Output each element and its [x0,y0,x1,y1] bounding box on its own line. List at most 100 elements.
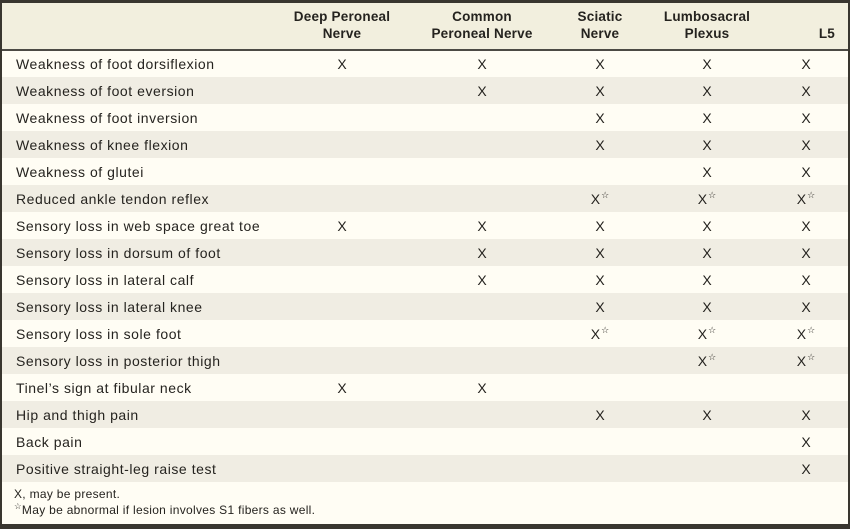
mark-cell: X [477,244,487,261]
mark-cell: X [477,56,487,72]
mark-cell: X [477,217,487,234]
mark-cell: X [801,56,811,72]
mark-cell [650,428,764,455]
mark-cell [270,320,414,347]
table-row: Sensory loss in lateral knee X X X [2,293,848,320]
footnote-marker-icon: ☆ [807,189,816,200]
mark-cell: X [595,298,605,315]
footnote-marker-icon: ☆ [708,351,717,362]
table-row: Reduced ankle tendon reflex X☆ X☆ X☆ [2,185,848,212]
mark-cell: X [595,406,605,423]
table-row: Tinel’s sign at fibular neck X X [2,374,848,401]
mark-cell [414,185,550,212]
row-label: Weakness of foot eversion [16,82,195,99]
mark-cell [270,347,414,374]
row-label: Weakness of foot inversion [16,109,199,126]
footnote-line-star: ☆May be abnormal if lesion involves S1 f… [14,500,848,519]
mark-cell: X [595,244,605,261]
mark-cell [270,185,414,212]
mark-cell [270,455,414,482]
row-label: Sensory loss in posterior thigh [16,352,221,369]
mark-cell: X☆ [697,351,717,369]
mark-cell: X☆ [796,351,816,369]
mark-cell: X [702,136,712,153]
column-header-line1: Common [452,9,512,25]
mark-cell: X [702,217,712,234]
mark-cell: X☆ [697,324,717,342]
table-body: Weakness of foot dorsiflexion X X X X X Weakne… [2,50,848,482]
footnote-text: May be abnormal if lesion involves S1 fi… [21,502,316,517]
mark-cell: X [702,298,712,315]
column-header-line2: Plexus [684,26,730,42]
footnote-marker-icon: ☆ [601,189,610,200]
mark-cell [550,158,650,185]
mark-cell [650,455,764,482]
mark-cell [550,374,650,401]
mark-cell: X [595,109,605,126]
mark-cell [270,131,414,158]
footnote-marker-icon: ☆ [807,351,816,362]
mark-cell: X [477,379,487,396]
mark-cell: X [801,136,811,153]
mark-cell [414,428,550,455]
mark-cell [270,428,414,455]
mark-cell: X☆ [796,189,816,207]
mark-cell [270,77,414,104]
column-header-common-peroneal-nerve: Common Peroneal Nerve [414,3,550,51]
table-row: Sensory loss in lateral calf X X X X [2,266,848,293]
mark-cell: X [702,244,712,261]
table-row: Weakness of foot dorsiflexion X X X X X [2,50,848,77]
mark-cell: X☆ [796,324,816,342]
mark-cell [414,293,550,320]
row-label: Weakness of glutei [16,163,144,180]
footnote-marker-icon: ☆ [601,324,610,335]
row-label: Sensory loss in lateral knee [16,298,203,315]
table-row: Back pain X [2,428,848,455]
column-header-line2: Nerve [580,26,620,42]
mark-cell: X [337,379,347,396]
table-row: Positive straight-leg raise test X [2,455,848,482]
column-header-l5: L5 [764,3,848,51]
row-label: Back pain [16,433,83,450]
empty-corner-header [2,3,270,51]
mark-cell: X [801,109,811,126]
mark-cell [270,401,414,428]
mark-cell: X [702,406,712,423]
footnote-marker-icon: ☆ [807,324,816,335]
mark-cell [550,347,650,374]
mark-cell [414,401,550,428]
mark-cell: X [595,136,605,153]
table-row: Weakness of foot eversion X X X X [2,77,848,104]
footnote-marker-icon: ☆ [708,189,717,200]
mark-cell: X [801,433,811,450]
row-label: Sensory loss in sole foot [16,325,182,342]
row-label: Hip and thigh pain [16,406,139,423]
table-header-row: Deep Peroneal Nerve Common Peroneal Nerv… [2,3,848,51]
mark-cell: X [477,82,487,99]
mark-cell: X☆ [590,324,610,342]
mark-cell: X [801,460,811,477]
row-label: Weakness of foot dorsiflexion [16,56,215,72]
table-row: Weakness of knee flexion X X X [2,131,848,158]
mark-cell: X [801,217,811,234]
row-label: Sensory loss in lateral calf [16,271,195,288]
column-header-line1: Sciatic [577,9,623,25]
mark-cell: X [595,271,605,288]
mark-cell [270,239,414,266]
mark-cell: X [801,271,811,288]
table-row: Weakness of glutei X X [2,158,848,185]
column-header-lumbosacral-plexus: Lumbosacral Plexus [650,3,764,51]
mark-cell: X [595,217,605,234]
mark-cell: X [595,56,605,72]
mark-cell: X [477,271,487,288]
table-row: Sensory loss in sole foot X☆ X☆ X☆ [2,320,848,347]
column-header-sciatic-nerve: Sciatic Nerve [550,3,650,51]
table-row: Hip and thigh pain X X X [2,401,848,428]
footnote-marker-icon: ☆ [14,500,22,511]
column-header-line1: Lumbosacral [663,9,751,25]
mark-cell [650,374,764,401]
symptoms-by-lesion-table: Deep Peroneal Nerve Common Peroneal Nerv… [2,3,848,482]
mark-cell: X☆ [590,189,610,207]
row-label: Reduced ankle tendon reflex [16,190,210,207]
column-header-line2: Nerve [322,26,362,42]
